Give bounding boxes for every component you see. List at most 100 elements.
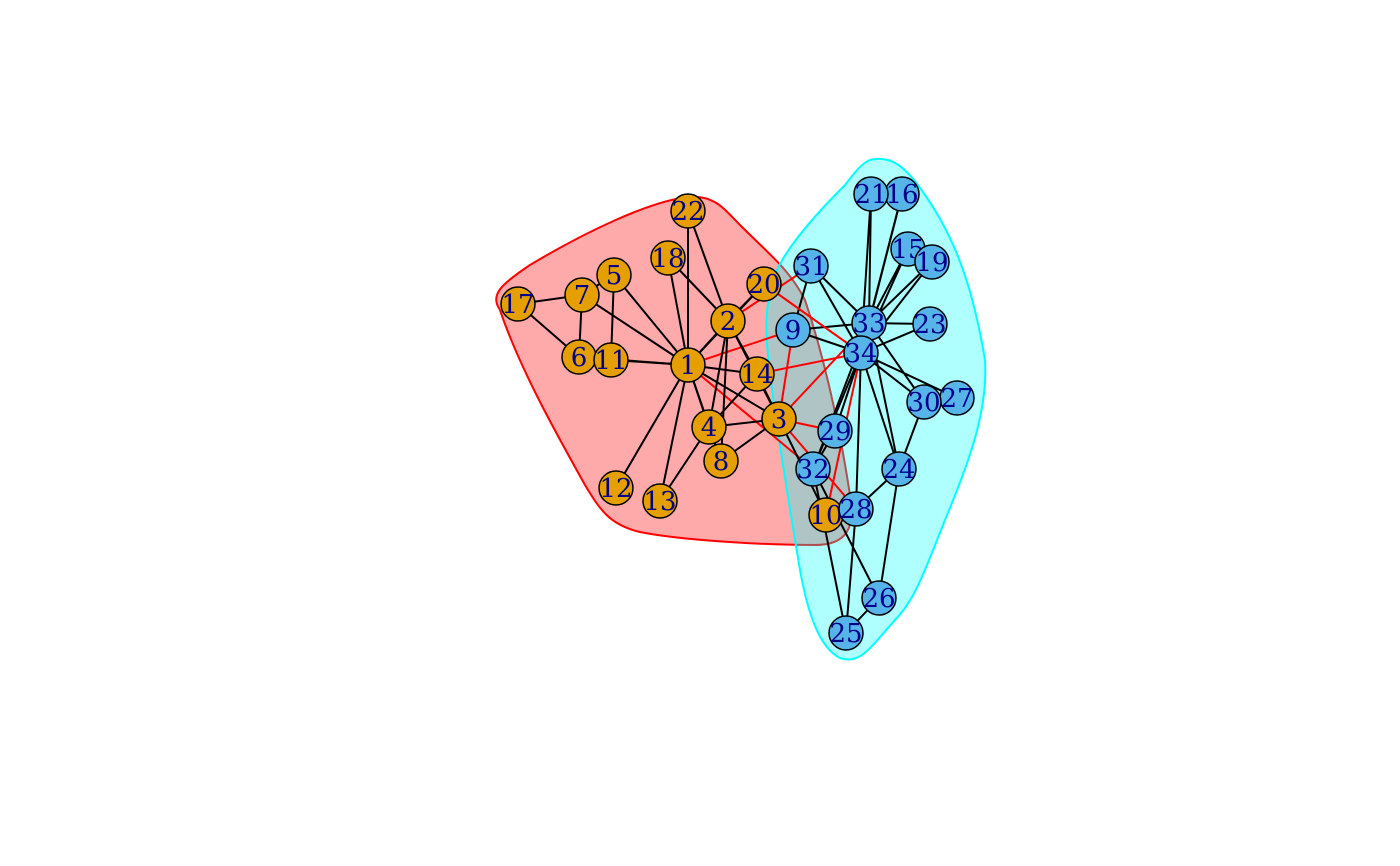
node-10: 10 — [808, 497, 844, 533]
node-label: 31 — [794, 252, 827, 282]
node-label: 16 — [885, 180, 918, 210]
edge-2-4 — [708, 320, 729, 428]
node-28: 28 — [838, 491, 874, 527]
node-label: 34 — [844, 339, 877, 369]
node-circle — [761, 401, 797, 437]
node-label: 26 — [862, 584, 895, 614]
node-circle — [670, 193, 706, 229]
node-label: 12 — [599, 474, 632, 504]
node-label: 10 — [809, 501, 842, 531]
edge-2-22 — [687, 210, 729, 322]
node-2: 2 — [710, 303, 746, 339]
node-label: 7 — [574, 281, 591, 311]
node-circle — [906, 384, 942, 420]
node-circle — [817, 413, 853, 449]
node-label: 29 — [818, 417, 851, 447]
node-circle — [703, 443, 739, 479]
node-circle — [843, 335, 879, 371]
node-11: 11 — [593, 342, 629, 378]
node-label: 23 — [913, 310, 946, 340]
node-9: 9 — [775, 312, 811, 348]
node-27: 27 — [939, 380, 975, 416]
edge-28-34 — [855, 352, 862, 510]
edge-24-34 — [860, 352, 900, 470]
node-25: 25 — [828, 615, 864, 651]
node-label: 4 — [701, 413, 718, 443]
node-circle — [598, 470, 634, 506]
node-label: 3 — [771, 405, 788, 435]
node-label: 5 — [606, 261, 623, 291]
node-26: 26 — [861, 580, 897, 616]
node-circle — [593, 342, 629, 378]
node-circle — [710, 303, 746, 339]
node-circle — [775, 312, 811, 348]
node-label: 18 — [651, 244, 684, 274]
node-29: 29 — [817, 413, 853, 449]
edge-21-33 — [868, 193, 872, 324]
node-34: 34 — [843, 335, 879, 371]
node-19: 19 — [914, 244, 950, 280]
node-4: 4 — [691, 409, 727, 445]
node-circle — [746, 266, 782, 302]
node-24: 24 — [881, 451, 917, 487]
node-label: 19 — [915, 248, 948, 278]
node-label: 33 — [852, 309, 885, 339]
node-label: 32 — [796, 455, 829, 485]
node-8: 8 — [703, 443, 739, 479]
node-label: 6 — [571, 343, 588, 373]
node-31: 31 — [793, 248, 829, 284]
edge-1-18 — [667, 257, 689, 366]
node-circle — [828, 615, 864, 651]
node-label: 1 — [680, 351, 697, 381]
node-1: 1 — [670, 347, 706, 383]
node-circle — [912, 306, 948, 342]
node-6: 6 — [561, 339, 597, 375]
node-circle — [881, 451, 917, 487]
node-circle — [642, 483, 678, 519]
node-label: 30 — [907, 388, 940, 418]
node-circle — [691, 409, 727, 445]
node-23: 23 — [912, 306, 948, 342]
node-17: 17 — [500, 286, 536, 322]
node-label: 27 — [940, 384, 973, 414]
node-circle — [650, 240, 686, 276]
node-label: 25 — [829, 619, 862, 649]
node-13: 13 — [642, 483, 678, 519]
node-circle — [739, 356, 775, 392]
node-14: 14 — [739, 356, 775, 392]
node-label: 13 — [643, 487, 676, 517]
node-20: 20 — [746, 266, 782, 302]
node-18: 18 — [650, 240, 686, 276]
node-label: 20 — [747, 270, 780, 300]
node-circle — [564, 277, 600, 313]
node-label: 28 — [839, 495, 872, 525]
node-label: 14 — [740, 360, 773, 390]
edge-between-1-32 — [687, 364, 814, 470]
node-circle — [596, 257, 632, 293]
node-label: 22 — [671, 197, 704, 227]
node-16: 16 — [884, 176, 920, 212]
node-22: 22 — [670, 193, 706, 229]
node-32: 32 — [795, 451, 831, 487]
node-label: 2 — [720, 307, 737, 337]
edge-32-34 — [812, 352, 862, 470]
node-label: 24 — [882, 455, 915, 485]
edge-26-32 — [812, 468, 880, 599]
node-label: 17 — [501, 290, 534, 320]
node-circle — [853, 176, 889, 212]
node-circle — [861, 580, 897, 616]
edge-1-5 — [613, 274, 689, 366]
node-33: 33 — [851, 305, 887, 341]
edge-1-13 — [659, 364, 689, 502]
edge-24-26 — [878, 468, 900, 599]
node-circle — [500, 286, 536, 322]
node-label: 21 — [854, 180, 887, 210]
node-label: 9 — [785, 316, 802, 346]
node-label: 11 — [594, 346, 627, 376]
node-3: 3 — [761, 401, 797, 437]
node-circle — [795, 451, 831, 487]
node-30: 30 — [906, 384, 942, 420]
node-label: 8 — [713, 447, 730, 477]
